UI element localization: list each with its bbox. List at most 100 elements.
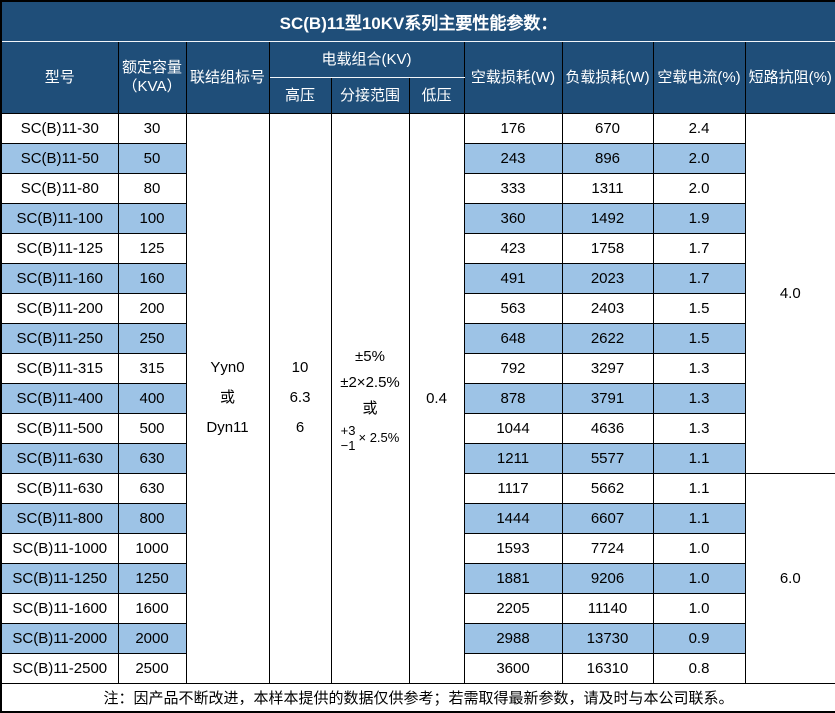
header-row-sub: 高压 分接范围 低压	[1, 76, 835, 114]
load-loss-cell: 2622	[561, 322, 654, 354]
model-cell: SC(B)11-500	[0, 412, 119, 444]
no-load-loss-cell: 2205	[463, 592, 563, 624]
table-row: SC(B)11-630 630 1117 5662 1.1 6.0	[0, 472, 835, 684]
capacity-cell: 315	[117, 352, 187, 384]
model-cell: SC(B)11-630	[0, 472, 119, 504]
no-load-current-cell: 1.3	[652, 412, 746, 444]
no-load-loss-cell: 333	[463, 172, 563, 204]
table-row: SC(B)11-1600 1600 2205 11140 1.0	[0, 592, 835, 624]
header-tap-range: 分接范围	[330, 76, 410, 114]
connection-group-cell: Yyn0 或 Dyn11	[185, 112, 270, 684]
no-load-current-cell: 1.3	[652, 382, 746, 414]
header-row-top: 型号 额定容量 （KVA） 联结组标号 电载组合(KV) 空载损耗(W) 负载损耗…	[0, 40, 835, 114]
capacity-cell: 80	[117, 172, 187, 204]
capacity-cell: 630	[117, 442, 187, 474]
model-cell: SC(B)11-630	[0, 442, 119, 474]
header-no-load-current: 空载电流(%)	[652, 40, 746, 114]
table-row: SC(B)11-2000 2000 2988 13730 0.9	[0, 622, 835, 654]
header-capacity-line1: 额定容量	[121, 59, 182, 76]
no-load-loss-cell: 1044	[463, 412, 563, 444]
no-load-current-cell: 1.7	[652, 232, 746, 264]
table-row: SC(B)11-630 630 1211 5577 1.1	[0, 442, 835, 474]
tap-range-cell: ±5% ±2×2.5% 或 +3 −1 × 2.5%	[330, 112, 410, 684]
load-loss-cell: 7724	[561, 532, 654, 564]
no-load-current-cell: 1.0	[652, 532, 746, 564]
model-cell: SC(B)11-30	[0, 112, 119, 144]
capacity-cell: 160	[117, 262, 187, 294]
header-model: 型号	[0, 40, 119, 114]
load-loss-cell: 1758	[561, 232, 654, 264]
capacity-cell: 100	[117, 202, 187, 234]
model-cell: SC(B)11-2000	[0, 622, 119, 654]
no-load-loss-cell: 176	[463, 112, 563, 144]
capacity-cell: 400	[117, 382, 187, 414]
no-load-loss-cell: 1444	[463, 502, 563, 534]
load-loss-cell: 670	[561, 112, 654, 144]
tap-fraction: +3 −1 × 2.5%	[340, 422, 400, 453]
header-connection-group: 联结组标号	[185, 40, 270, 114]
load-loss-cell: 3791	[561, 382, 654, 414]
table-row: SC(B)11-2500 2500 3600 16310 0.8	[0, 652, 835, 684]
no-load-loss-cell: 1593	[463, 532, 563, 564]
no-load-loss-cell: 491	[463, 262, 563, 294]
capacity-cell: 50	[117, 142, 187, 174]
model-cell: SC(B)11-315	[0, 352, 119, 384]
no-load-loss-cell: 1211	[463, 442, 563, 474]
no-load-current-cell: 1.1	[652, 472, 746, 504]
model-cell: SC(B)11-1250	[0, 562, 119, 594]
capacity-cell: 250	[117, 322, 187, 354]
no-load-current-cell: 2.0	[652, 172, 746, 204]
no-load-current-cell: 2.0	[652, 142, 746, 174]
capacity-cell: 1600	[117, 592, 187, 624]
no-load-current-cell: 1.1	[652, 442, 746, 474]
table-row: SC(B)11-160 160 491 2023 1.7	[0, 262, 835, 294]
note-row: 注：因产品不断改进，本样本提供的数据仅供参考；若需取得最新参数，请及时与本公司联…	[0, 682, 835, 713]
load-loss-cell: 2403	[561, 292, 654, 324]
no-load-loss-cell: 563	[463, 292, 563, 324]
model-cell: SC(B)11-200	[0, 292, 119, 324]
capacity-cell: 125	[117, 232, 187, 264]
model-cell: SC(B)11-160	[0, 262, 119, 294]
model-cell: SC(B)11-100	[0, 202, 119, 234]
title-row: SC(B)11型10KV系列主要性能参数：	[1, 1, 835, 42]
no-load-current-cell: 1.5	[652, 322, 746, 354]
capacity-cell: 630	[117, 472, 187, 504]
load-loss-cell: 9206	[561, 562, 654, 594]
no-load-loss-cell: 648	[463, 322, 563, 354]
no-load-current-cell: 1.1	[652, 502, 746, 534]
table-row: SC(B)11-1250 1250 1881 9206 1.0	[0, 562, 835, 594]
load-loss-cell: 6607	[561, 502, 654, 534]
load-loss-cell: 16310	[561, 652, 654, 684]
capacity-cell: 800	[117, 502, 187, 534]
header-hv: 高压	[268, 76, 332, 114]
table-row: SC(B)11-100 100 360 1492 1.9	[0, 202, 835, 234]
footnote: 注：因产品不断改进，本样本提供的数据仅供参考；若需取得最新参数，请及时与本公司联…	[0, 682, 835, 713]
no-load-current-cell: 0.9	[652, 622, 746, 654]
model-cell: SC(B)11-400	[0, 382, 119, 414]
model-cell: SC(B)11-80	[0, 172, 119, 204]
no-load-current-cell: 1.3	[652, 352, 746, 384]
model-cell: SC(B)11-50	[0, 142, 119, 174]
no-load-loss-cell: 3600	[463, 652, 563, 684]
no-load-loss-cell: 360	[463, 202, 563, 234]
model-cell: SC(B)11-1600	[0, 592, 119, 624]
no-load-current-cell: 1.0	[652, 562, 746, 594]
no-load-current-cell: 1.9	[652, 202, 746, 234]
header-lv: 低压	[408, 76, 465, 114]
no-load-loss-cell: 792	[463, 352, 563, 384]
load-loss-cell: 11140	[561, 592, 654, 624]
model-cell: SC(B)11-1000	[0, 532, 119, 564]
impedance-cell: 4.0	[744, 112, 835, 474]
no-load-current-cell: 1.0	[652, 592, 746, 624]
capacity-cell: 2500	[117, 652, 187, 684]
no-load-loss-cell: 878	[463, 382, 563, 414]
capacity-cell: 30	[117, 112, 187, 144]
no-load-current-cell: 1.5	[652, 292, 746, 324]
no-load-loss-cell: 1117	[463, 472, 563, 504]
capacity-cell: 1000	[117, 532, 187, 564]
table-row: SC(B)11-250 250 648 2622 1.5	[0, 322, 835, 354]
table-row: SC(B)11-50 50 243 896 2.0	[0, 142, 835, 174]
capacity-cell: 500	[117, 412, 187, 444]
header-voltage-group: 电载组合(KV)	[268, 40, 465, 78]
model-cell: SC(B)11-125	[0, 232, 119, 264]
